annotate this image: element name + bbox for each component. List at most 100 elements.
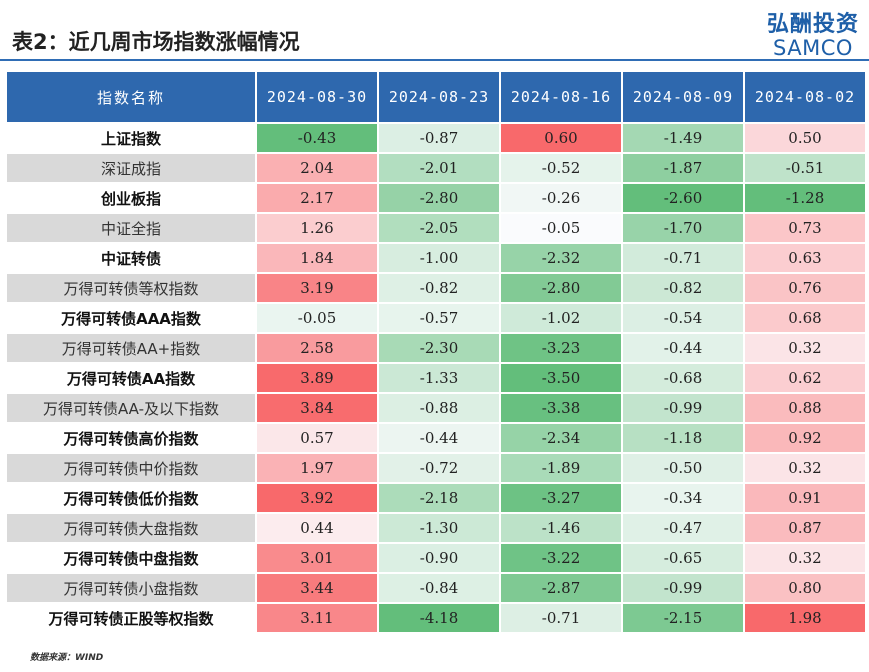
return-value-cell: -2.32	[501, 244, 621, 274]
table-row: 深证成指 2.04 -2.01 -0.52 -1.87 -0.51	[7, 154, 865, 184]
index-name-cell: 万得可转债AA+指数	[7, 334, 255, 364]
return-value-cell: -3.50	[501, 364, 621, 394]
return-value-cell: -0.82	[623, 274, 743, 304]
return-value-cell: -2.18	[379, 484, 499, 514]
return-value-cell: -0.65	[623, 544, 743, 574]
table-header-row: 指数名称 2024-08-30 2024-08-23 2024-08-16 20…	[7, 72, 865, 124]
table-body: 上证指数 -0.43 -0.87 0.60 -1.49 0.50 深证成指 2.04 -2.01…	[7, 124, 865, 634]
index-name-cell: 万得可转债AAA指数	[7, 304, 255, 334]
return-value-cell: 2.58	[257, 334, 377, 364]
return-value-cell: -2.80	[501, 274, 621, 304]
index-name-cell: 中证转债	[7, 244, 255, 274]
return-value-cell: 0.57	[257, 424, 377, 454]
return-value-cell: -0.51	[745, 154, 865, 184]
return-value-cell: -0.57	[379, 304, 499, 334]
column-header-name: 指数名称	[7, 72, 255, 124]
return-value-cell: 3.92	[257, 484, 377, 514]
column-header-date: 2024-08-09	[623, 72, 743, 124]
return-value-cell: 0.92	[745, 424, 865, 454]
return-value-cell: -1.33	[379, 364, 499, 394]
index-name-cell: 上证指数	[7, 124, 255, 154]
return-value-cell: 0.63	[745, 244, 865, 274]
table-row: 万得可转债正股等权指数 3.11 -4.18 -0.71 -2.15 1.98	[7, 604, 865, 634]
index-performance-table: 指数名称 2024-08-30 2024-08-23 2024-08-16 20…	[5, 72, 867, 634]
index-name-cell: 中证全指	[7, 214, 255, 244]
return-value-cell: -0.54	[623, 304, 743, 334]
table-row: 万得可转债低价指数 3.92 -2.18 -3.27 -0.34 0.91	[7, 484, 865, 514]
index-name-cell: 万得可转债等权指数	[7, 274, 255, 304]
table-row: 中证全指 1.26 -2.05 -0.05 -1.70 0.73	[7, 214, 865, 244]
return-value-cell: -0.68	[623, 364, 743, 394]
return-value-cell: -1.87	[623, 154, 743, 184]
return-value-cell: 2.17	[257, 184, 377, 214]
return-value-cell: -2.60	[623, 184, 743, 214]
table-row: 创业板指 2.17 -2.80 -0.26 -2.60 -1.28	[7, 184, 865, 214]
return-value-cell: -0.84	[379, 574, 499, 604]
index-name-cell: 万得可转债AA-及以下指数	[7, 394, 255, 424]
return-value-cell: 0.68	[745, 304, 865, 334]
return-value-cell: -0.26	[501, 184, 621, 214]
return-value-cell: -1.89	[501, 454, 621, 484]
return-value-cell: -1.46	[501, 514, 621, 544]
return-value-cell: -0.87	[379, 124, 499, 154]
return-value-cell: -0.82	[379, 274, 499, 304]
return-value-cell: -3.27	[501, 484, 621, 514]
return-value-cell: -2.34	[501, 424, 621, 454]
return-value-cell: -0.90	[379, 544, 499, 574]
return-value-cell: -0.71	[501, 604, 621, 634]
return-value-cell: 0.87	[745, 514, 865, 544]
return-value-cell: -1.18	[623, 424, 743, 454]
return-value-cell: 1.84	[257, 244, 377, 274]
index-name-cell: 万得可转债中价指数	[7, 454, 255, 484]
table-row: 中证转债 1.84 -1.00 -2.32 -0.71 0.63	[7, 244, 865, 274]
return-value-cell: -2.30	[379, 334, 499, 364]
return-value-cell: -0.47	[623, 514, 743, 544]
return-value-cell: -1.30	[379, 514, 499, 544]
return-value-cell: -0.43	[257, 124, 377, 154]
column-header-date: 2024-08-23	[379, 72, 499, 124]
return-value-cell: 0.50	[745, 124, 865, 154]
title-divider	[0, 59, 869, 61]
index-name-cell: 万得可转债大盘指数	[7, 514, 255, 544]
table-row: 万得可转债大盘指数 0.44 -1.30 -1.46 -0.47 0.87	[7, 514, 865, 544]
return-value-cell: -2.15	[623, 604, 743, 634]
return-value-cell: -0.99	[623, 574, 743, 604]
return-value-cell: 0.88	[745, 394, 865, 424]
return-value-cell: -2.87	[501, 574, 621, 604]
return-value-cell: -3.38	[501, 394, 621, 424]
table-row: 万得可转债AAA指数 -0.05 -0.57 -1.02 -0.54 0.68	[7, 304, 865, 334]
table-row: 万得可转债等权指数 3.19 -0.82 -2.80 -0.82 0.76	[7, 274, 865, 304]
column-header-date: 2024-08-16	[501, 72, 621, 124]
table-row: 万得可转债小盘指数 3.44 -0.84 -2.87 -0.99 0.80	[7, 574, 865, 604]
column-header-date: 2024-08-02	[745, 72, 865, 124]
index-name-cell: 万得可转债中盘指数	[7, 544, 255, 574]
index-name-cell: 万得可转债低价指数	[7, 484, 255, 514]
return-value-cell: 1.26	[257, 214, 377, 244]
index-name-cell: 万得可转债高价指数	[7, 424, 255, 454]
table-row: 万得可转债高价指数 0.57 -0.44 -2.34 -1.18 0.92	[7, 424, 865, 454]
page-title: 表2：近几周市场指数涨幅情况	[12, 30, 300, 54]
return-value-cell: 0.44	[257, 514, 377, 544]
return-value-cell: -1.00	[379, 244, 499, 274]
table-row: 上证指数 -0.43 -0.87 0.60 -1.49 0.50	[7, 124, 865, 154]
index-name-cell: 创业板指	[7, 184, 255, 214]
return-value-cell: 3.44	[257, 574, 377, 604]
return-value-cell: -0.34	[623, 484, 743, 514]
return-value-cell: 0.80	[745, 574, 865, 604]
return-value-cell: -3.22	[501, 544, 621, 574]
return-value-cell: 0.91	[745, 484, 865, 514]
return-value-cell: -1.49	[623, 124, 743, 154]
return-value-cell: -0.44	[379, 424, 499, 454]
data-source-note: 数据来源：WIND	[30, 653, 104, 663]
return-value-cell: 0.32	[745, 544, 865, 574]
return-value-cell: 3.89	[257, 364, 377, 394]
return-value-cell: 0.60	[501, 124, 621, 154]
table-row: 万得可转债中价指数 1.97 -0.72 -1.89 -0.50 0.32	[7, 454, 865, 484]
return-value-cell: -1.28	[745, 184, 865, 214]
table-row: 万得可转债AA-及以下指数 3.84 -0.88 -3.38 -0.99 0.88	[7, 394, 865, 424]
return-value-cell: -0.99	[623, 394, 743, 424]
return-value-cell: 3.84	[257, 394, 377, 424]
return-value-cell: -0.72	[379, 454, 499, 484]
return-value-cell: 0.73	[745, 214, 865, 244]
index-name-cell: 万得可转债正股等权指数	[7, 604, 255, 634]
